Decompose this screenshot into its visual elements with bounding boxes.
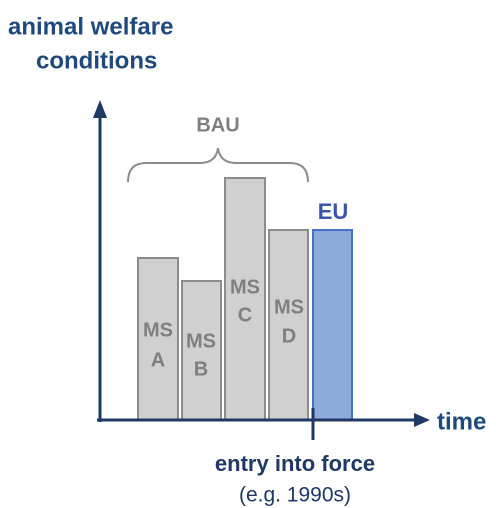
bar-label: A: [151, 349, 165, 371]
arrowhead: [414, 413, 430, 427]
arrowhead: [93, 100, 107, 118]
x-axis-label: time: [437, 408, 486, 435]
y-axis-label: animal welfare: [8, 13, 173, 40]
bar-label: MS: [186, 330, 216, 352]
bar-label: D: [282, 325, 296, 347]
bar: [181, 280, 222, 421]
bar-label: MS: [274, 296, 304, 318]
marker-note: (e.g. 1990s): [239, 484, 351, 507]
group-label: BAU: [196, 114, 239, 136]
bar: [224, 177, 266, 421]
bar-label: MS: [230, 276, 260, 298]
bar-label: B: [194, 358, 208, 380]
brace: [127, 147, 309, 183]
bar-label: C: [238, 304, 252, 326]
bar-label: MS: [143, 319, 173, 341]
bar: [137, 257, 179, 421]
marker-label: entry into force: [215, 451, 375, 476]
y-axis-label: conditions: [36, 47, 157, 74]
bar: [312, 229, 353, 421]
bar-label: EU: [318, 199, 349, 224]
